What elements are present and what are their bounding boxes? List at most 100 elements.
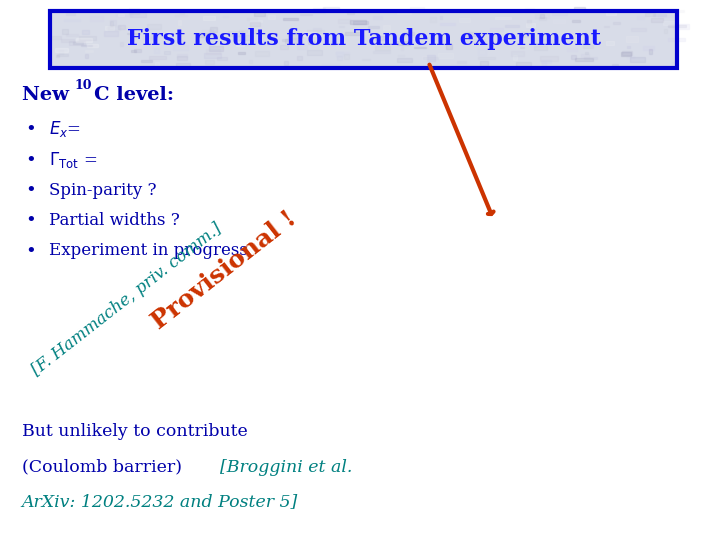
Bar (535, 38, 551, 43)
Bar (331, 41, 335, 45)
Bar (64, 19, 81, 21)
Bar (446, 44, 452, 49)
Bar (374, 36, 385, 39)
Bar (61, 39, 73, 42)
Bar (526, 23, 534, 26)
Bar (459, 18, 469, 22)
Bar (521, 32, 528, 37)
Bar (76, 38, 92, 42)
Bar (505, 25, 518, 28)
Bar (500, 40, 506, 42)
Bar (668, 25, 685, 27)
Text: •: • (25, 151, 36, 169)
Bar (667, 10, 685, 12)
Bar (248, 18, 257, 20)
Bar (405, 32, 414, 35)
Bar (490, 28, 503, 31)
Bar (127, 33, 140, 34)
Bar (397, 55, 404, 56)
Bar (206, 50, 220, 54)
Text: $E_x$=: $E_x$= (49, 118, 81, 139)
Bar (583, 45, 593, 48)
Bar (151, 35, 156, 39)
Bar (451, 65, 469, 68)
Text: New: New (22, 85, 76, 104)
Bar (239, 35, 251, 40)
Bar (307, 30, 324, 33)
Bar (649, 49, 652, 53)
Bar (50, 11, 677, 68)
Bar (222, 16, 228, 17)
Bar (663, 21, 678, 25)
Bar (129, 8, 139, 14)
Bar (383, 25, 390, 30)
Bar (204, 53, 221, 58)
Bar (636, 16, 644, 19)
Bar (174, 15, 187, 16)
Text: (Coulomb barrier): (Coulomb barrier) (22, 458, 187, 476)
Bar (236, 42, 244, 46)
Bar (282, 39, 287, 41)
Bar (465, 32, 480, 36)
Bar (116, 12, 132, 16)
Bar (105, 26, 114, 30)
Bar (251, 22, 260, 26)
Bar (427, 56, 435, 60)
Bar (535, 14, 549, 18)
Text: •: • (25, 241, 36, 260)
Bar (297, 56, 302, 60)
Bar (673, 24, 688, 29)
Bar (423, 57, 438, 59)
Bar (423, 56, 427, 60)
Bar (375, 46, 390, 50)
Bar (62, 29, 68, 33)
Bar (353, 21, 369, 24)
Text: •: • (25, 211, 36, 230)
Bar (180, 9, 184, 14)
Bar (643, 46, 654, 50)
Bar (176, 63, 190, 67)
Bar (120, 42, 123, 46)
Bar (149, 56, 166, 59)
Bar (59, 50, 63, 55)
Bar (118, 25, 125, 29)
Bar (346, 32, 360, 36)
Bar (339, 26, 343, 27)
Bar (284, 60, 288, 65)
Bar (553, 19, 565, 23)
Text: $\Gamma_{\mathrm{Tot}}$ =: $\Gamma_{\mathrm{Tot}}$ = (49, 150, 97, 170)
Bar (283, 18, 297, 21)
Bar (66, 35, 78, 36)
Bar (495, 17, 511, 19)
Bar (73, 42, 83, 44)
Bar (210, 27, 217, 32)
Bar (457, 62, 467, 63)
Bar (583, 57, 598, 59)
Bar (659, 15, 673, 17)
Bar (174, 45, 188, 50)
Bar (202, 30, 213, 35)
Bar (147, 24, 161, 29)
Bar (179, 20, 181, 25)
Bar (240, 44, 248, 45)
Bar (87, 44, 97, 47)
Text: Spin-parity ?: Spin-parity ? (49, 181, 156, 199)
Bar (653, 14, 666, 16)
Bar (280, 45, 288, 49)
Text: C level:: C level: (94, 85, 174, 104)
Text: First results from Tandem experiment: First results from Tandem experiment (127, 28, 600, 50)
Bar (143, 36, 152, 39)
Bar (540, 56, 558, 61)
Bar (288, 34, 302, 38)
Bar (209, 30, 213, 34)
Bar (303, 32, 317, 36)
Bar (540, 14, 544, 18)
Bar (627, 45, 630, 48)
Bar (349, 20, 366, 24)
Text: [F. Hammache, priv. comm.]: [F. Hammache, priv. comm.] (29, 220, 225, 379)
Text: ArXiv: 1202.5232 and Poster 5]: ArXiv: 1202.5232 and Poster 5] (22, 492, 298, 510)
Bar (408, 38, 415, 40)
Bar (397, 58, 413, 62)
Bar (217, 57, 227, 59)
Bar (372, 16, 382, 19)
